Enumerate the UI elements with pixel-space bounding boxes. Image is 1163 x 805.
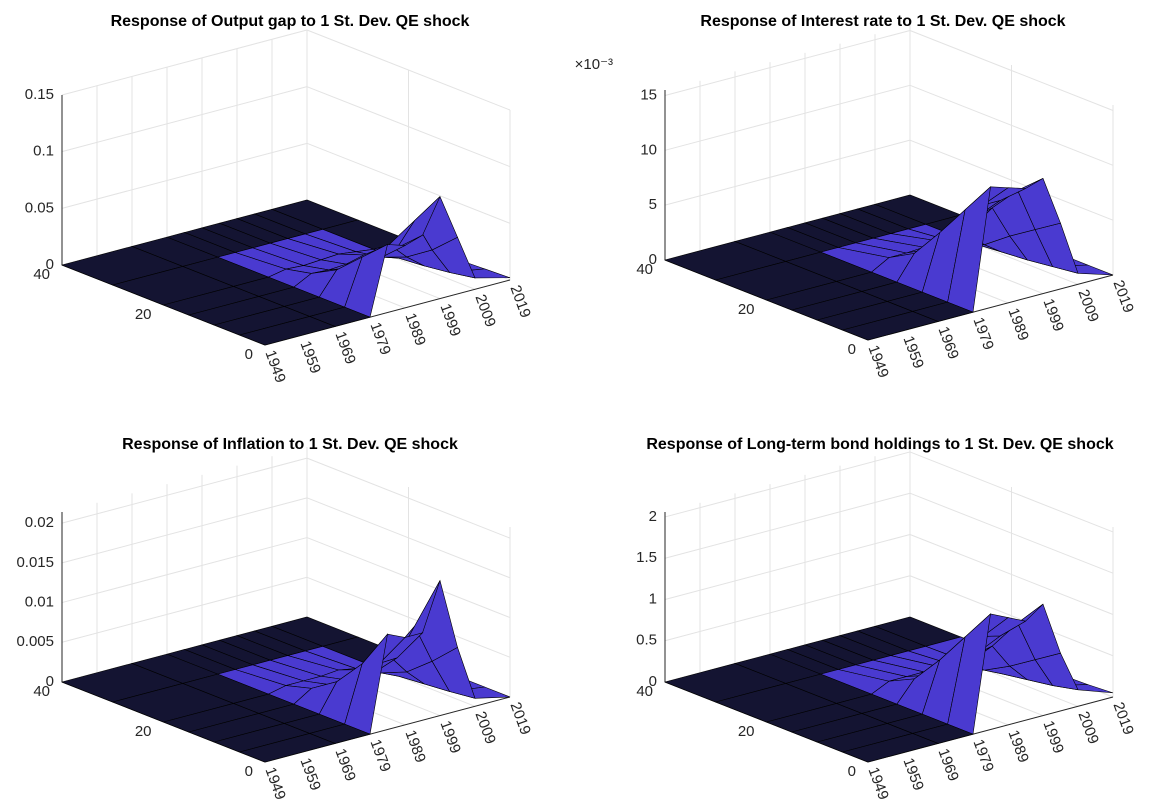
grid-line bbox=[61, 86, 308, 153]
z-tick-label: 0.01 bbox=[25, 594, 54, 611]
x-tick-label: 1989 bbox=[402, 728, 429, 765]
x-tick-label: 1979 bbox=[367, 320, 394, 357]
z-tick-label: 0.005 bbox=[16, 633, 54, 650]
x-tick-label: 1999 bbox=[437, 718, 464, 755]
x-tick-label: 1959 bbox=[297, 339, 324, 376]
chart-title: Response of Inflation to 1 St. Dev. QE s… bbox=[122, 436, 458, 453]
x-tick-label: 1959 bbox=[900, 334, 927, 371]
x-tick-label: 2009 bbox=[472, 292, 499, 329]
grid-line bbox=[61, 457, 308, 524]
z-tick-label: 15 bbox=[640, 86, 657, 103]
z-tick-label: 0 bbox=[46, 256, 54, 273]
y-tick-label: 20 bbox=[135, 306, 152, 323]
z-tick-label: 0.015 bbox=[16, 554, 54, 571]
x-tick-label: 1989 bbox=[1005, 306, 1032, 343]
z-tick-label: 0.5 bbox=[636, 632, 657, 649]
y-tick-label: 0 bbox=[848, 341, 856, 358]
z-multiplier: ×10⁻³ bbox=[575, 56, 613, 73]
x-tick-label: 2019 bbox=[507, 700, 534, 737]
x-tick-label: 1959 bbox=[900, 756, 927, 793]
z-tick-label: 0 bbox=[649, 673, 657, 690]
grid-line bbox=[664, 451, 911, 518]
z-tick-label: 0.05 bbox=[25, 199, 54, 216]
subplot: 0 5 10 15 1949 1959 1969 1979 1989 1999 2009 2019 0 2… bbox=[575, 13, 1137, 380]
grid-line bbox=[664, 139, 911, 206]
grid-line bbox=[664, 30, 911, 96]
x-tick-label: 1979 bbox=[970, 315, 997, 352]
z-tick-label: 0.02 bbox=[25, 514, 54, 531]
z-tick-label: 0 bbox=[649, 251, 657, 268]
y-tick-label: 0 bbox=[848, 763, 856, 780]
z-tick-label: 1 bbox=[649, 590, 657, 607]
subplot: 0 0.005 0.01 0.015 0.02 1949 1959 1969 1979 1989 1… bbox=[16, 436, 533, 802]
x-tick-label: 1949 bbox=[262, 765, 289, 802]
grid-line bbox=[664, 575, 911, 642]
x-tick-label: 2019 bbox=[507, 283, 534, 320]
z-tick-label: 10 bbox=[640, 141, 657, 158]
x-tick-label: 1969 bbox=[332, 746, 359, 783]
x-tick-label: 1969 bbox=[935, 746, 962, 783]
x-tick-label: 1999 bbox=[437, 301, 464, 338]
x-tick-label: 1979 bbox=[367, 737, 394, 774]
surface-cell bbox=[841, 733, 939, 763]
x-tick-label: 1949 bbox=[262, 348, 289, 385]
surface-cell bbox=[238, 316, 336, 346]
grid-line bbox=[664, 492, 911, 559]
x-tick-label: 2019 bbox=[1110, 278, 1137, 315]
y-tick-label: 40 bbox=[636, 261, 653, 278]
y-tick-label: 40 bbox=[33, 683, 50, 700]
x-tick-label: 1959 bbox=[297, 756, 324, 793]
x-tick-label: 2009 bbox=[1075, 709, 1102, 746]
y-tick-label: 20 bbox=[738, 723, 755, 740]
x-tick-label: 1969 bbox=[332, 329, 359, 366]
chart-title: Response of Output gap to 1 St. Dev. QE … bbox=[111, 13, 470, 30]
subplot: 0 0.5 1 1.5 2 1949 1959 1969 1979 1989 1999 2009 201… bbox=[636, 436, 1137, 802]
grid-line bbox=[664, 533, 911, 600]
x-tick-label: 1949 bbox=[865, 343, 892, 380]
x-tick-label: 1999 bbox=[1040, 718, 1067, 755]
surface-cell bbox=[841, 311, 939, 341]
surface-cell bbox=[238, 733, 336, 763]
x-tick-label: 1979 bbox=[970, 737, 997, 774]
x-tick-label: 2009 bbox=[472, 709, 499, 746]
y-tick-label: 0 bbox=[245, 346, 253, 363]
grid-line bbox=[61, 29, 308, 96]
z-tick-label: 5 bbox=[649, 196, 657, 213]
z-tick-label: 0 bbox=[46, 673, 54, 690]
y-tick-label: 40 bbox=[33, 266, 50, 283]
x-tick-label: 1969 bbox=[935, 324, 962, 361]
z-tick-label: 1.5 bbox=[636, 549, 657, 566]
y-tick-label: 0 bbox=[245, 763, 253, 780]
grid-line bbox=[61, 537, 308, 604]
chart-title: Response of Long-term bond holdings to 1… bbox=[646, 436, 1113, 453]
chart-title: Response of Interest rate to 1 St. Dev. … bbox=[700, 13, 1065, 30]
x-tick-label: 1949 bbox=[865, 765, 892, 802]
z-tick-label: 0.1 bbox=[33, 143, 54, 160]
x-tick-label: 2019 bbox=[1110, 700, 1137, 737]
grid-line bbox=[61, 497, 308, 564]
x-tick-label: 1999 bbox=[1040, 296, 1067, 333]
x-tick-label: 2009 bbox=[1075, 287, 1102, 324]
grid-line bbox=[664, 84, 911, 151]
grid-line bbox=[61, 142, 308, 209]
z-tick-label: 0.15 bbox=[25, 86, 54, 103]
x-tick-label: 1989 bbox=[402, 311, 429, 348]
grid-line bbox=[61, 576, 308, 643]
subplot: 0 0.05 0.1 0.15 1949 1959 1969 1979 1989 1999 2009… bbox=[25, 13, 534, 385]
y-tick-label: 20 bbox=[738, 301, 755, 318]
x-tick-label: 1989 bbox=[1005, 728, 1032, 765]
y-tick-label: 40 bbox=[636, 683, 653, 700]
y-tick-label: 20 bbox=[135, 723, 152, 740]
z-tick-label: 2 bbox=[649, 508, 657, 525]
